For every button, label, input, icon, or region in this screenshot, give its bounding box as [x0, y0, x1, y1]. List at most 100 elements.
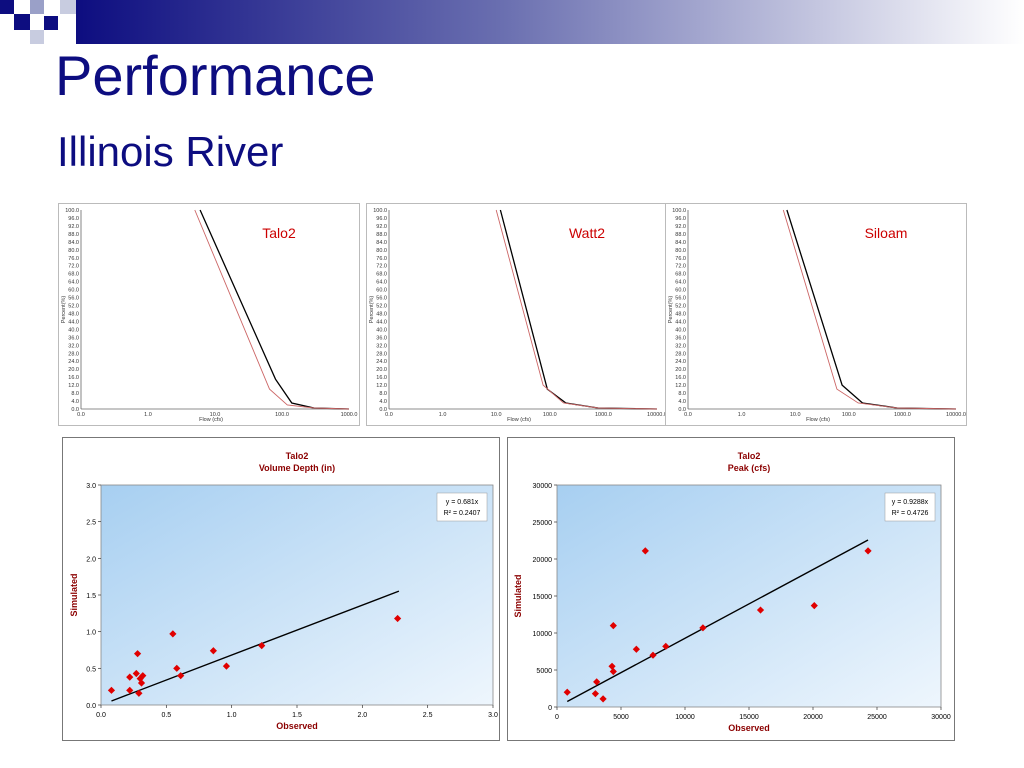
gage-annotation: Watt2 [569, 225, 605, 241]
duration-curve [495, 209, 658, 410]
y-tick-label: 76.0 [675, 256, 686, 262]
y-tick-label: 96.0 [376, 216, 387, 222]
y-tick-label: 60.0 [675, 288, 686, 294]
y-tick-label: 76.0 [376, 256, 387, 262]
x-tick-label: 1.0 [227, 712, 237, 719]
y-axis-label: Percent(%) [369, 296, 375, 324]
y-tick-label: 0 [548, 705, 552, 712]
y-tick-label: 10000 [533, 631, 553, 638]
x-tick-label: 2.5 [423, 712, 433, 719]
flow-duration-panel-watt2: 100.0 96.0 92.0 88.0 84.0 80.0 76.0 72.0 68.0 64.… [366, 203, 668, 426]
y-tick-label: 12.0 [376, 383, 387, 389]
slide-title: Performance [55, 44, 376, 107]
scatter-frame-volume-depth: 0.0 0.5 1.0 1.5 2.0 2.5 3.0 0.0 0.5 1.0 1.5 2.0 2.5 3… [62, 437, 500, 741]
y-tick-label: 100.0 [373, 208, 387, 214]
y-tick-label: 92.0 [68, 224, 79, 230]
y-tick-label: 4.0 [379, 399, 387, 405]
y-tick-label: 0.0 [86, 703, 96, 710]
y-tick-label: 64.0 [68, 280, 79, 286]
y-tick-label: 24.0 [376, 359, 387, 365]
y-tick-label: 88.0 [675, 232, 686, 238]
y-tick-label: 0.0 [678, 407, 686, 413]
y-tick-label: 80.0 [68, 248, 79, 254]
equation-box [436, 492, 488, 522]
y-tick-label: 16.0 [376, 375, 387, 381]
plot-area [556, 484, 942, 708]
equation-box [884, 492, 936, 522]
y-tick-label: 68.0 [675, 272, 686, 278]
y-tick-label: 52.0 [68, 304, 79, 310]
y-tick-label: 40.0 [675, 327, 686, 333]
y-tick-label: 0.0 [379, 407, 387, 413]
chart-title: Talo2 [286, 451, 309, 461]
y-tick-label: 32.0 [675, 343, 686, 349]
x-tick-label: 0.0 [684, 412, 692, 418]
header-gradient-bar [76, 0, 1024, 44]
y-tick-label: 76.0 [68, 256, 79, 262]
x-tick-label: 100.0 [842, 412, 856, 418]
chart-title: Talo2 [738, 451, 761, 461]
x-tick-label: 20000 [803, 714, 823, 721]
y-tick-label: 44.0 [376, 319, 387, 325]
y-tick-label: 92.0 [376, 224, 387, 230]
y-tick-label: 60.0 [68, 288, 79, 294]
y-axis-label: Percent(%) [61, 296, 67, 324]
y-tick-label: 24.0 [675, 359, 686, 365]
y-tick-label: 48.0 [675, 311, 686, 317]
x-axis-label: Flow (cfs) [507, 417, 531, 423]
x-axis-label: Flow (cfs) [199, 417, 223, 423]
y-tick-label: 96.0 [675, 216, 686, 222]
corner-square-3 [30, 0, 44, 14]
y-tick-label: 0.5 [86, 666, 96, 673]
chart-subtitle: Peak (cfs) [728, 463, 771, 473]
gage-annotation: Talo2 [262, 225, 296, 241]
y-tick-label: 44.0 [68, 319, 79, 325]
data-point [137, 679, 146, 687]
y-tick-label: 60.0 [376, 288, 387, 294]
trend-equation: y = 0.9288x [892, 499, 929, 506]
y-tick-label: 80.0 [675, 248, 686, 254]
x-tick-label: 10000.0 [946, 412, 966, 418]
y-tick-label: 8.0 [71, 391, 79, 397]
x-axis-label: Observed [728, 723, 770, 733]
y-tick-label: 80.0 [376, 248, 387, 254]
y-tick-label: 56.0 [376, 296, 387, 302]
x-tick-label: 100.0 [275, 412, 289, 418]
x-tick-label: 1000.0 [341, 412, 358, 418]
y-tick-label: 100.0 [672, 208, 686, 214]
y-tick-label: 20.0 [68, 367, 79, 373]
y-tick-label: 84.0 [675, 240, 686, 246]
y-tick-label: 48.0 [376, 311, 387, 317]
x-tick-label: 0.0 [77, 412, 85, 418]
y-tick-label: 25000 [533, 520, 553, 527]
plot-area [100, 484, 494, 706]
x-axis-label: Flow (cfs) [806, 417, 830, 423]
scatter-chart-volume-depth: 0.0 0.5 1.0 1.5 2.0 2.5 3.0 0.0 0.5 1.0 1.5 2.0 2.5 3… [69, 451, 498, 731]
x-tick-label: 2.0 [357, 712, 367, 719]
x-tick-label: 1.0 [144, 412, 152, 418]
y-tick-label: 4.0 [71, 399, 79, 405]
x-tick-label: 25000 [867, 714, 887, 721]
x-tick-label: 1.5 [292, 712, 302, 719]
x-tick-label: 10.0 [491, 412, 502, 418]
duration-curve [782, 209, 957, 410]
y-tick-label: 52.0 [675, 304, 686, 310]
y-tick-label: 36.0 [675, 335, 686, 341]
trendline [566, 539, 869, 703]
x-tick-label: 0 [555, 714, 559, 721]
corner-square-4 [60, 0, 76, 14]
data-point [169, 630, 177, 638]
y-tick-label: 0.0 [71, 407, 79, 413]
scatter-frame-peak: 0 5000 10000 15000 20000 25000 30000 0 5000 10000… [507, 437, 955, 741]
y-tick-label: 28.0 [376, 351, 387, 357]
y-tick-label: 84.0 [68, 240, 79, 246]
slide-subtitle: Illinois River [57, 128, 284, 175]
y-tick-label: 72.0 [376, 264, 387, 270]
y-tick-label: 24.0 [68, 359, 79, 365]
x-tick-label: 100.0 [543, 412, 557, 418]
y-axis-label: Percent(%) [668, 296, 674, 324]
data-point [864, 547, 872, 555]
y-tick-label: 56.0 [675, 296, 686, 302]
y-tick-label: 20.0 [675, 367, 686, 373]
y-tick-label: 4.0 [678, 399, 686, 405]
